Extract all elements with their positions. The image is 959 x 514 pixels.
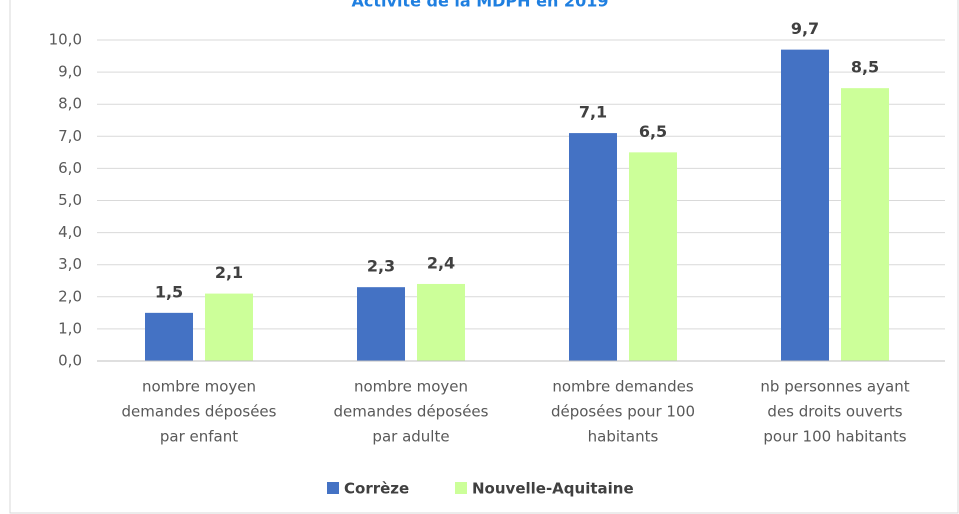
data-label: 2,3 (367, 257, 395, 276)
y-tick-label: 1,0 (58, 319, 82, 337)
data-label: 8,5 (851, 58, 879, 77)
legend-label: Corrèze (344, 480, 409, 498)
legend-swatch (327, 482, 339, 494)
data-label: 2,1 (215, 263, 243, 282)
legend-swatch (455, 482, 467, 494)
y-tick-label: 3,0 (58, 255, 82, 273)
bar (781, 49, 829, 361)
y-tick-label: 0,0 (58, 352, 82, 370)
data-label: 7,1 (579, 103, 607, 122)
data-label: 2,4 (427, 253, 455, 272)
x-tick-label: par enfant (160, 428, 238, 446)
x-tick-label: pour 100 habitants (763, 428, 906, 446)
y-tick-label: 5,0 (58, 191, 82, 209)
bar (841, 88, 889, 362)
y-tick-label: 9,0 (58, 63, 82, 81)
bar (357, 287, 405, 361)
data-label: 6,5 (639, 122, 667, 141)
y-tick-label: 2,0 (58, 287, 82, 305)
bar (417, 283, 465, 361)
y-tick-label: 6,0 (58, 159, 82, 177)
bar (145, 312, 193, 361)
bar (205, 293, 253, 361)
chart-title: Activité de la MDPH en 2019 (352, 0, 609, 11)
x-tick-label: nb personnes ayant (760, 378, 909, 396)
y-tick-label: 10,0 (49, 31, 82, 49)
x-tick-label: déposées pour 100 (551, 403, 695, 421)
bar (569, 133, 617, 361)
y-tick-label: 7,0 (58, 127, 82, 145)
bar (629, 152, 677, 361)
data-label: 1,5 (155, 282, 183, 301)
x-tick-label: nombre moyen (142, 378, 256, 396)
x-tick-label: nombre demandes (552, 378, 693, 396)
x-tick-label: demandes déposées (122, 403, 277, 421)
x-tick-label: nombre moyen (354, 378, 468, 396)
x-tick-label: habitants (588, 428, 659, 446)
x-tick-label: des droits ouverts (767, 403, 902, 421)
x-tick-label: demandes déposées (334, 403, 489, 421)
legend-label: Nouvelle-Aquitaine (472, 480, 634, 498)
data-label: 9,7 (791, 19, 819, 38)
x-tick-label: par adulte (372, 428, 449, 446)
y-tick-label: 8,0 (58, 95, 82, 113)
y-tick-label: 4,0 (58, 223, 82, 241)
